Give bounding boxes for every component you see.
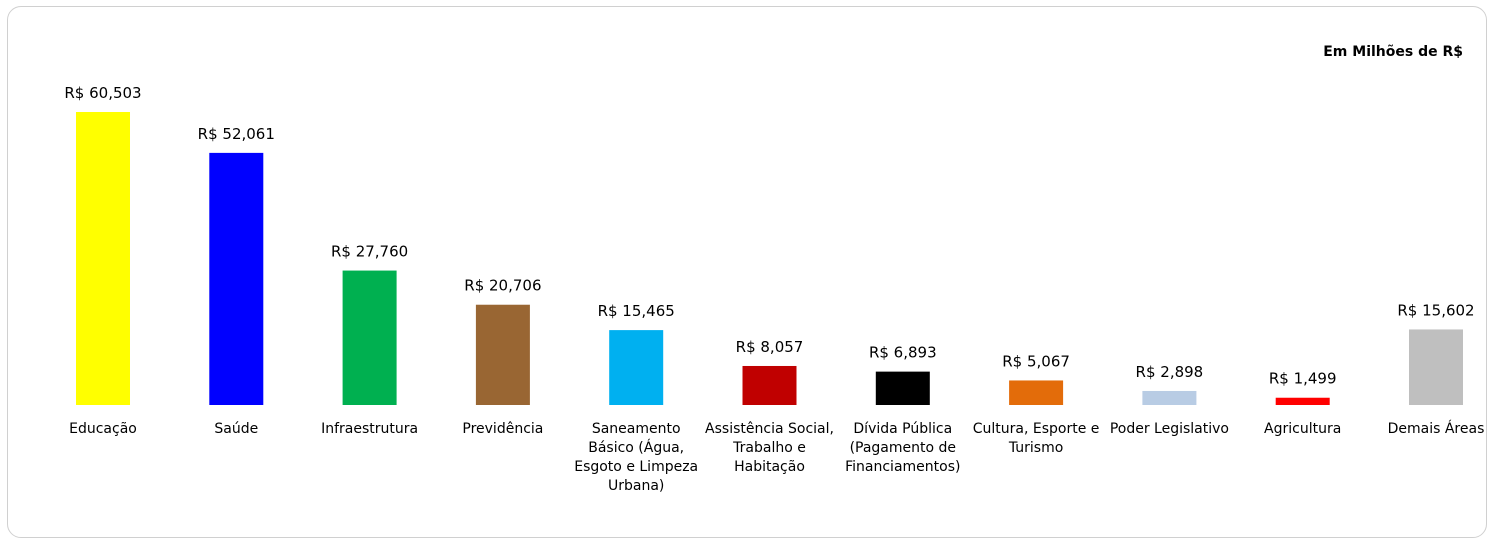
value-label: R$ 52,061 [198,125,275,143]
value-label: R$ 8,057 [736,338,804,356]
bar [475,304,530,405]
x-tick-label: Previdência [462,421,544,437]
x-tick-label: Demais Áreas [1387,421,1485,437]
value-label: R$ 15,465 [598,302,675,320]
value-label: R$ 15,602 [1397,301,1474,319]
x-tick-label: Saneamento Básico (Água, Esgoto e Limpez… [574,421,699,494]
x-tick-label: Poder Legislativo [1109,421,1229,437]
x-tick-label: Infraestrutura [321,421,419,437]
bar [1275,397,1330,405]
chart-frame [7,6,1487,538]
x-tick-label: Educação [69,421,137,437]
value-label: R$ 5,067 [1002,352,1070,370]
value-label: R$ 20,706 [464,277,541,295]
bar [1409,329,1463,405]
bar [1009,380,1064,405]
bar [209,152,264,405]
value-label: R$ 6,893 [869,344,937,362]
x-tick-label: Saúde [214,421,259,437]
value-label: R$ 27,760 [331,243,408,261]
bar [1142,390,1197,405]
value-label: R$ 60,503 [64,84,141,102]
bar [76,112,130,405]
bar [875,371,930,405]
x-tick-label: Assistência Social, Trabalho e Habitação [705,421,834,475]
bar [609,330,664,405]
annotation: Em Milhões de R$ [1323,44,1463,60]
value-label: R$ 1,499 [1269,370,1337,388]
value-label: R$ 2,898 [1136,363,1204,381]
x-tick-label: Agricultura [1264,421,1342,437]
x-tick-label: Cultura, Esporte e Turismo [972,421,1100,456]
bar [342,270,397,405]
bar [742,365,797,405]
x-tick-label: Dívida Pública (Pagamento de Financiamen… [845,421,961,475]
